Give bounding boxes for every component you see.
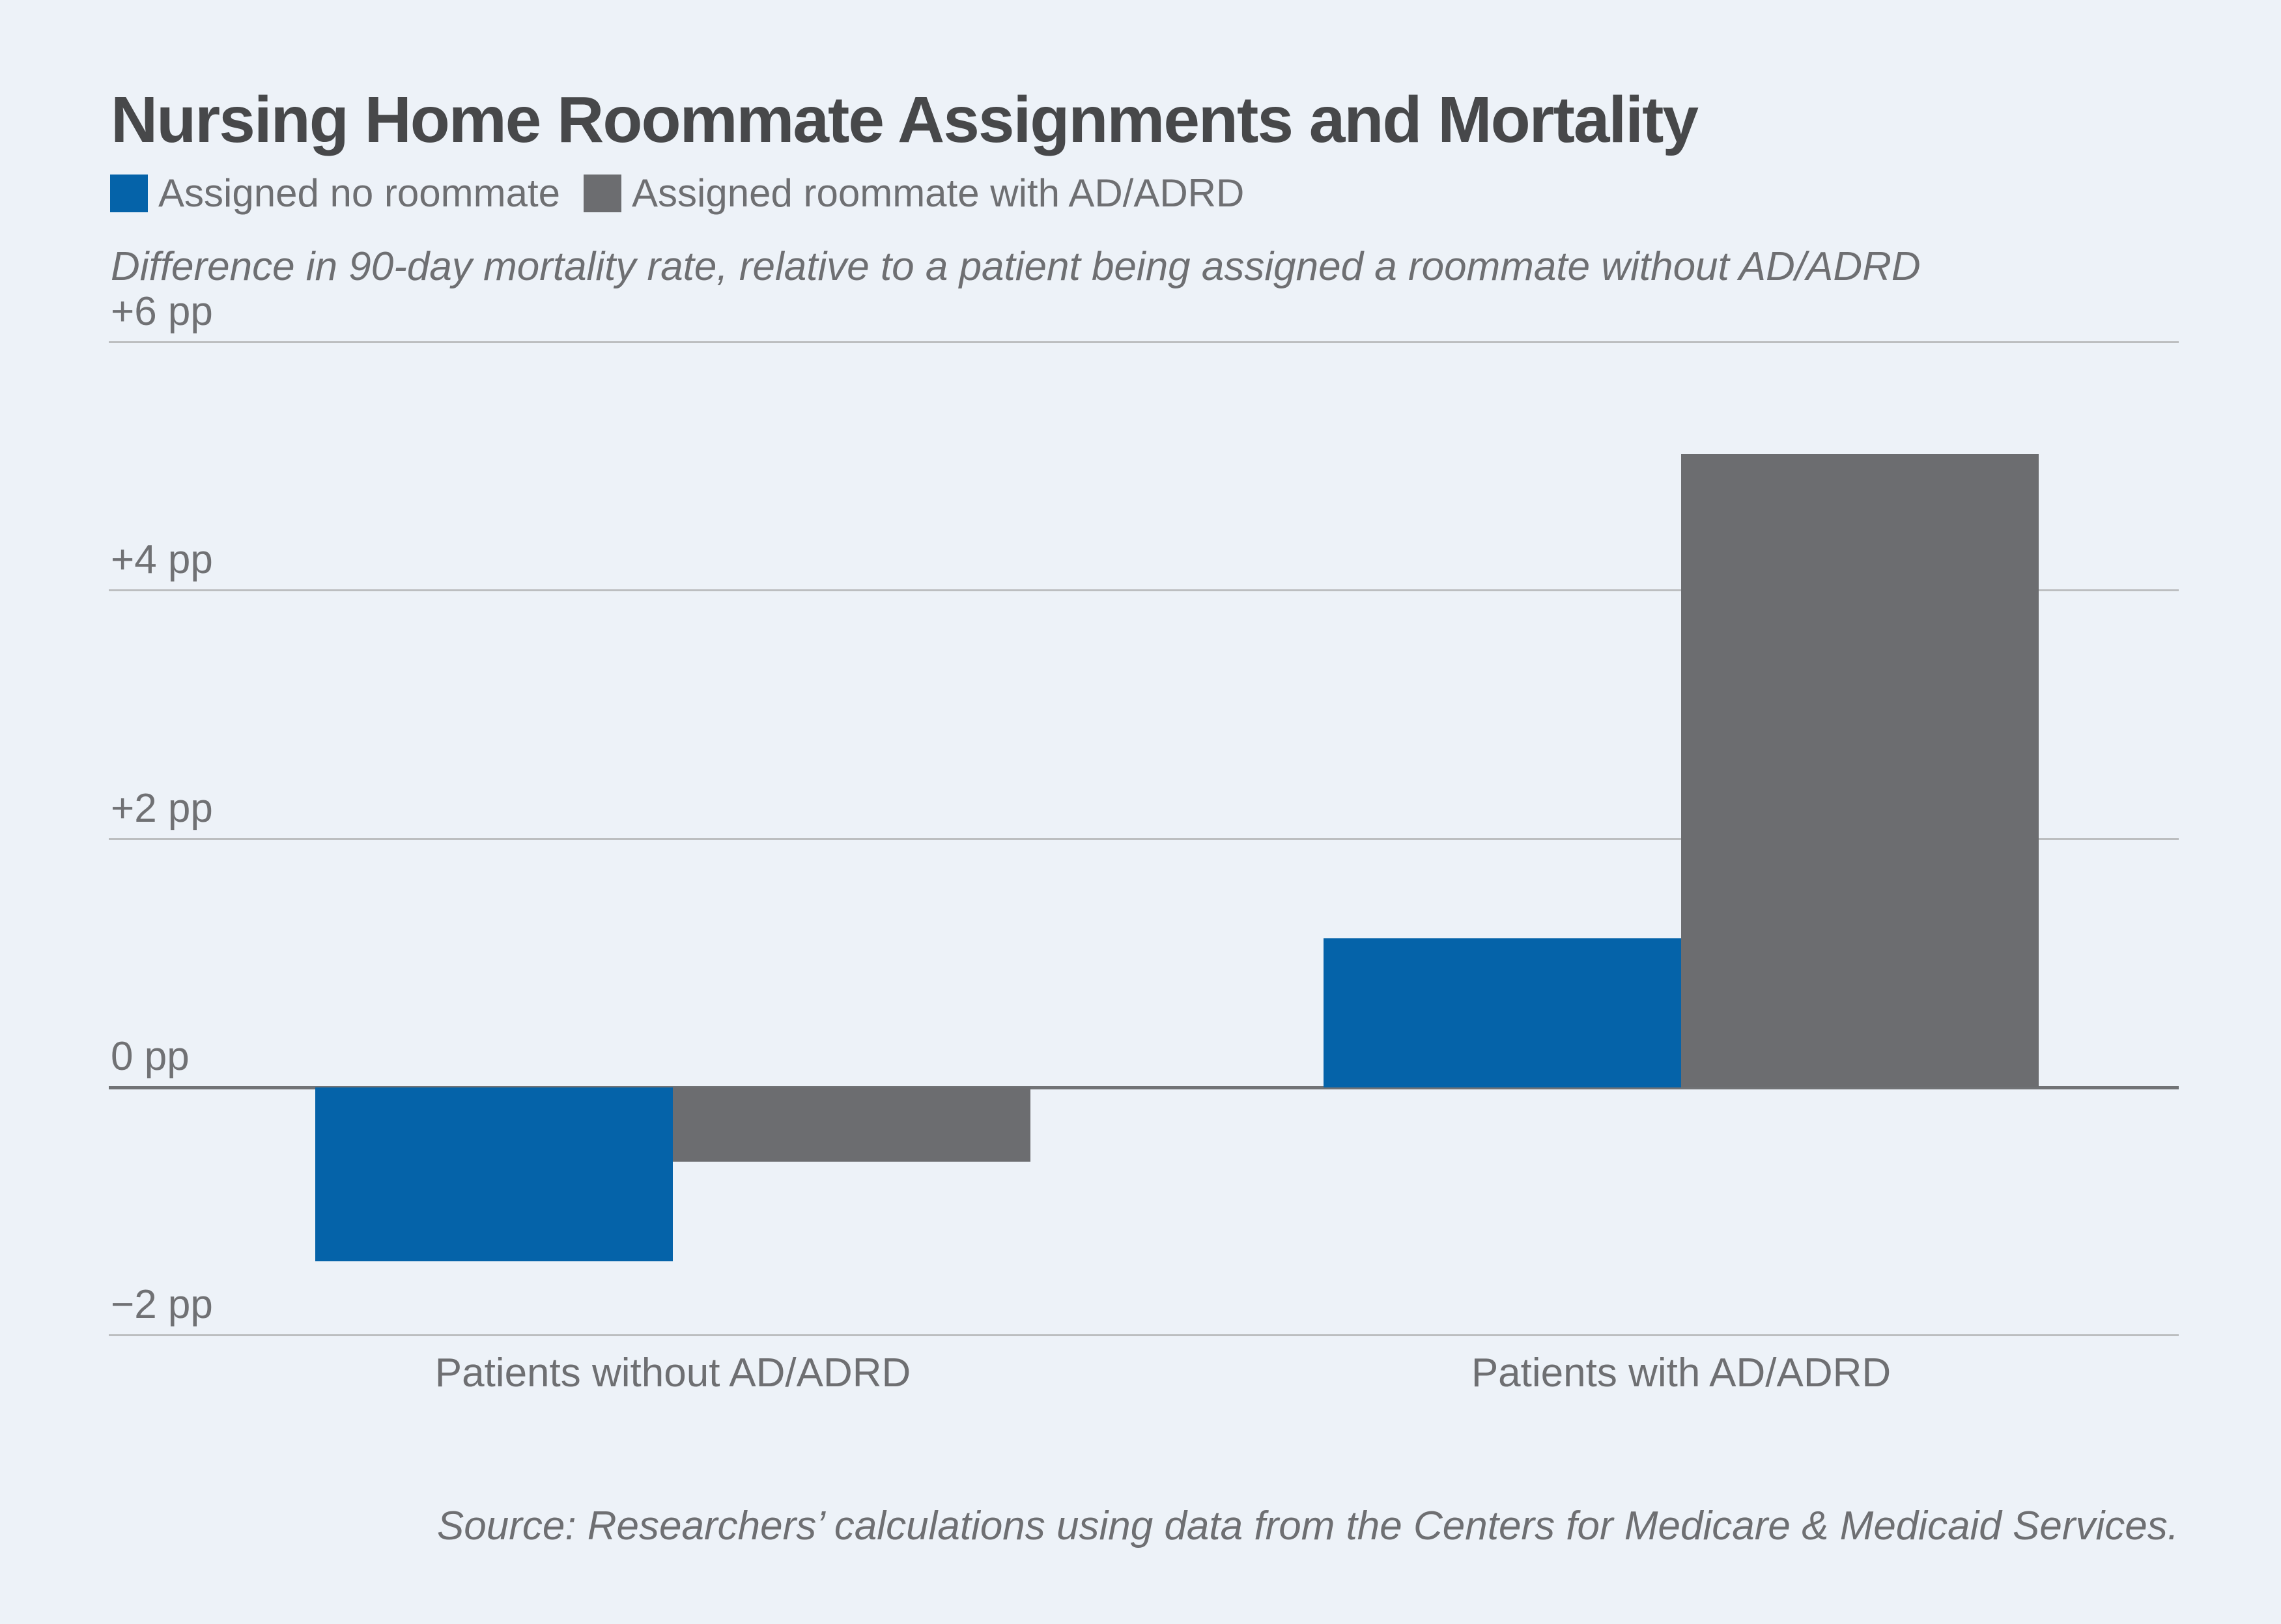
y-tick-label: 0 pp: [111, 1034, 190, 1079]
gridline: [109, 341, 2179, 343]
y-tick-label: −2 pp: [111, 1282, 213, 1328]
legend-item-no-roommate: Assigned no roommate: [110, 171, 560, 216]
x-axis-label: Patients without AD/ADRD: [434, 1351, 911, 1395]
bar: [673, 1087, 1030, 1162]
gridline: [109, 589, 2179, 592]
y-tick-label: +6 pp: [111, 288, 213, 334]
source-note: Source: Researchers’ calculations using …: [436, 1504, 2179, 1548]
gridline: [109, 837, 2179, 840]
zero-axis-line: [109, 1086, 2179, 1089]
axis-description: Difference in 90-day mortality rate, rel…: [111, 244, 1921, 289]
bar: [315, 1087, 673, 1261]
bar: [1324, 938, 1681, 1087]
y-tick-label: +4 pp: [111, 537, 213, 583]
page-title: Nursing Home Roommate Assignments and Mo…: [111, 83, 1699, 156]
legend-swatch-blue: [110, 174, 148, 212]
legend-label: Assigned no roommate: [158, 171, 560, 215]
y-tick-label: +2 pp: [111, 785, 213, 831]
legend: Assigned no roommate Assigned roommate w…: [110, 171, 1244, 216]
legend-item-roommate-with-adadrd: Assigned roommate with AD/ADRD: [584, 171, 1244, 216]
legend-swatch-gray: [584, 174, 621, 212]
legend-label: Assigned roommate with AD/ADRD: [632, 171, 1245, 215]
x-axis-label: Patients with AD/ADRD: [1471, 1351, 1891, 1395]
bar: [1681, 454, 2039, 1087]
gridline: [109, 1334, 2179, 1337]
